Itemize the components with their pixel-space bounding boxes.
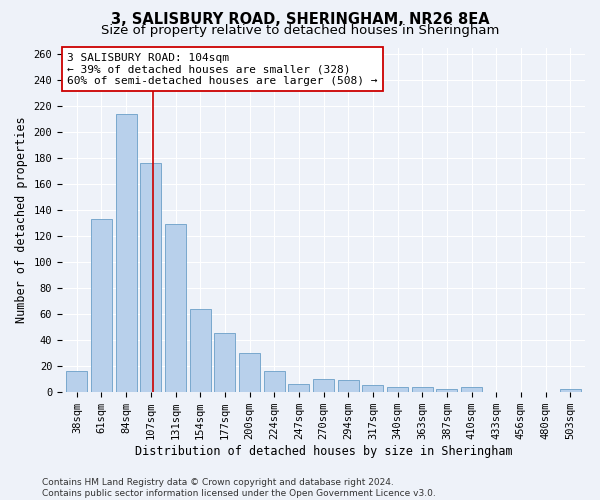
X-axis label: Distribution of detached houses by size in Sheringham: Distribution of detached houses by size …: [135, 444, 512, 458]
Text: 3 SALISBURY ROAD: 104sqm
← 39% of detached houses are smaller (328)
60% of semi-: 3 SALISBURY ROAD: 104sqm ← 39% of detach…: [67, 52, 378, 86]
Text: Contains HM Land Registry data © Crown copyright and database right 2024.
Contai: Contains HM Land Registry data © Crown c…: [42, 478, 436, 498]
Bar: [313, 378, 334, 392]
Y-axis label: Number of detached properties: Number of detached properties: [15, 116, 28, 323]
Bar: [263, 371, 284, 392]
Bar: [338, 380, 359, 392]
Text: 3, SALISBURY ROAD, SHERINGHAM, NR26 8EA: 3, SALISBURY ROAD, SHERINGHAM, NR26 8EA: [110, 12, 490, 28]
Bar: [436, 389, 457, 392]
Bar: [461, 386, 482, 392]
Bar: [165, 224, 186, 392]
Bar: [289, 384, 310, 392]
Bar: [412, 386, 433, 392]
Bar: [190, 308, 211, 392]
Bar: [239, 353, 260, 392]
Bar: [116, 114, 137, 392]
Bar: [362, 385, 383, 392]
Bar: [560, 389, 581, 392]
Bar: [214, 334, 235, 392]
Bar: [140, 163, 161, 392]
Bar: [387, 386, 408, 392]
Bar: [91, 219, 112, 392]
Text: Size of property relative to detached houses in Sheringham: Size of property relative to detached ho…: [101, 24, 499, 37]
Bar: [67, 371, 88, 392]
